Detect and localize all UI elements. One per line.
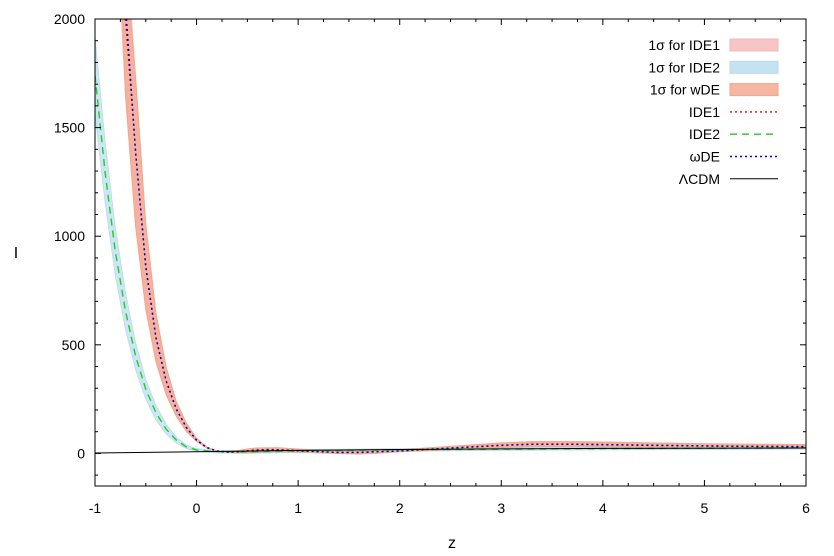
x-tick-label: 6 xyxy=(802,500,810,516)
x-tick-label: 2 xyxy=(396,500,404,516)
x-tick-label: 3 xyxy=(497,500,505,516)
line-lambdacdm xyxy=(95,447,806,454)
legend-label-ide1: IDE1 xyxy=(689,104,720,120)
x-axis-ticks: -1 0 1 2 3 4 5 6 xyxy=(89,19,810,516)
y-tick-label: 1500 xyxy=(54,120,85,136)
x-tick-label: 5 xyxy=(701,500,709,516)
y-tick-label: 1000 xyxy=(54,228,85,244)
y-tick-label: 0 xyxy=(77,445,85,461)
x-tick-label: 1 xyxy=(294,500,302,516)
band-1sigma-for-ide2 xyxy=(95,36,806,454)
legend-swatch-1sigma-for-wde xyxy=(729,83,779,97)
legend: 1σ for IDE1 1σ for IDE2 1σ for wDE IDE1 IDE2… xyxy=(648,37,779,187)
line-omegade xyxy=(125,19,806,454)
plot-area xyxy=(94,18,807,487)
y-axis-label: I xyxy=(14,245,18,262)
legend-label-ide2: IDE2 xyxy=(689,126,720,142)
y-axis-ticks: 0 500 1000 1500 2000 xyxy=(54,11,806,476)
y-tick-label: 2000 xyxy=(54,11,85,27)
y-tick-label: 500 xyxy=(62,337,86,353)
x-tick-label: 0 xyxy=(193,500,201,516)
legend-label-omegade: ωDE xyxy=(690,149,720,165)
legend-label-1sigma-for-ide2: 1σ for IDE2 xyxy=(648,59,720,75)
x-axis-label: z xyxy=(448,535,456,552)
legend-label-lambdacdm: ΛCDM xyxy=(679,171,720,187)
series-lines xyxy=(95,19,806,454)
x-tick-label: -1 xyxy=(89,500,102,516)
legend-label-1sigma-for-ide1: 1σ for IDE1 xyxy=(648,37,720,53)
x-tick-label: 4 xyxy=(599,500,607,516)
legend-swatch-1sigma-for-ide2 xyxy=(729,60,779,74)
legend-label-1sigma-for-wde: 1σ for wDE xyxy=(650,82,720,98)
legend-swatch-1sigma-for-ide1 xyxy=(729,38,779,52)
